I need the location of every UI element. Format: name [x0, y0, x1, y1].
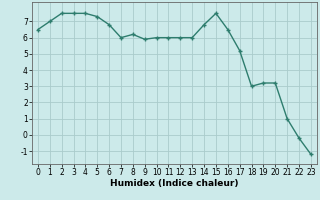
- X-axis label: Humidex (Indice chaleur): Humidex (Indice chaleur): [110, 179, 239, 188]
